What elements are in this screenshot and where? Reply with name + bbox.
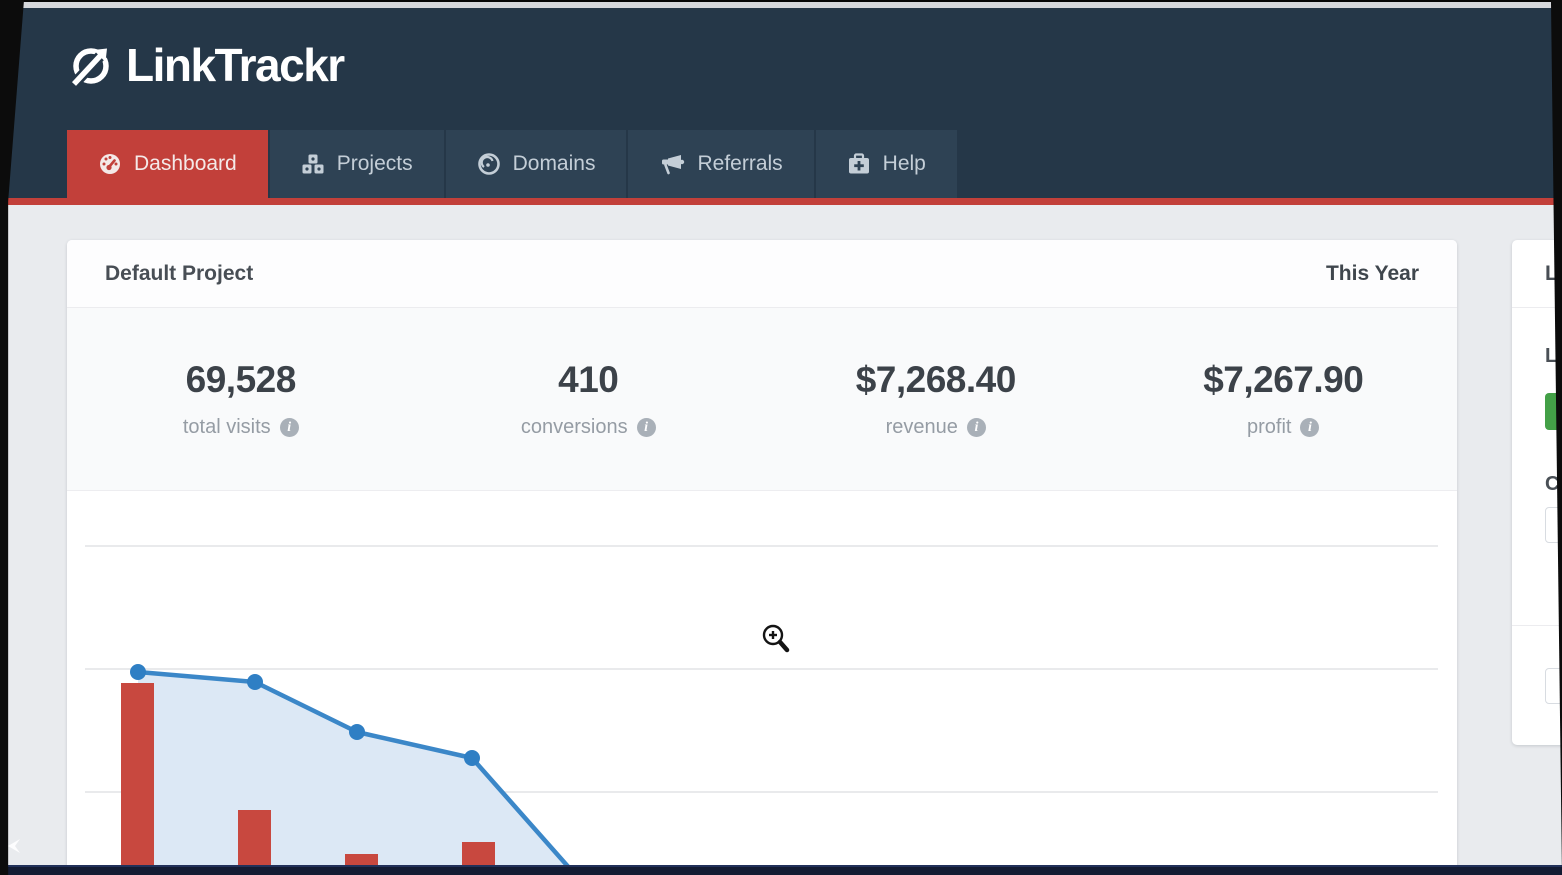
tab-domains[interactable]: Domains (445, 130, 627, 198)
letterbox-bottom (0, 865, 1562, 875)
tab-label: Projects (336, 152, 413, 175)
zoom-in-cursor (762, 624, 790, 653)
globe-icon (477, 153, 500, 175)
brand-name: LinkTrackr (126, 39, 345, 91)
info-icon[interactable]: i (279, 418, 299, 437)
stat-label: total visits (182, 416, 271, 438)
side-panel-field-label: C (1545, 473, 1560, 495)
gauge-icon (100, 154, 120, 174)
stat-value: 410 (558, 359, 619, 400)
stat-profit: $7,267.90 profit i (1110, 359, 1458, 439)
side-panel-field-label: L (1545, 345, 1558, 367)
linktrackr-logo-icon (69, 48, 109, 88)
megaphone-icon (662, 155, 685, 175)
tab-dashboard[interactable]: Dashboard (67, 130, 268, 198)
stat-label: revenue (885, 416, 958, 438)
cubes-icon (302, 154, 324, 174)
header-accent-bar (0, 198, 1562, 205)
info-icon[interactable]: i (966, 418, 986, 437)
project-card: Default Project This Year 69,528 total v… (67, 240, 1457, 867)
main-nav: Dashboard Projects Do (67, 130, 959, 198)
tab-label: Domains (512, 152, 596, 175)
stat-revenue: $7,268.40 revenue i (762, 359, 1110, 439)
tab-help[interactable]: Help (815, 130, 957, 198)
info-icon[interactable]: i (1300, 418, 1320, 437)
chart-area (67, 490, 1457, 867)
side-panel-divider (1512, 625, 1562, 626)
project-card-header: Default Project This Year (67, 240, 1457, 308)
app-header: LinkTrackr Dashboard (0, 8, 1562, 198)
player-control-glyph (8, 839, 20, 853)
stat-value: $7,267.90 (1203, 359, 1364, 400)
stats-row: 69,528 total visits i 410 conversions i … (67, 308, 1457, 491)
stat-conversions: 410 conversions i (415, 359, 763, 439)
tab-label: Dashboard (134, 152, 237, 175)
stat-value: 69,528 (185, 359, 297, 400)
side-panel-card: L L C (1512, 240, 1562, 745)
stat-label: profit (1247, 416, 1292, 438)
date-range-selector[interactable]: This Year (1325, 261, 1419, 285)
project-chart (85, 545, 1438, 867)
frame-top-edge (0, 0, 1562, 2)
info-icon[interactable]: i (636, 418, 656, 437)
tab-label: Help (882, 152, 926, 175)
tab-label: Referrals (697, 152, 783, 175)
side-panel-input[interactable] (1545, 668, 1562, 704)
stat-value: $7,268.40 (855, 359, 1017, 400)
medkit-icon (848, 153, 869, 174)
tab-projects[interactable]: Projects (269, 130, 444, 198)
stat-total-visits: 69,528 total visits i (67, 359, 415, 439)
brand-logo[interactable]: LinkTrackr (66, 38, 345, 92)
window-top-strip (0, 2, 1562, 8)
tab-referrals[interactable]: Referrals (628, 130, 814, 198)
project-title: Default Project (105, 261, 254, 285)
stat-label: conversions (520, 416, 628, 438)
